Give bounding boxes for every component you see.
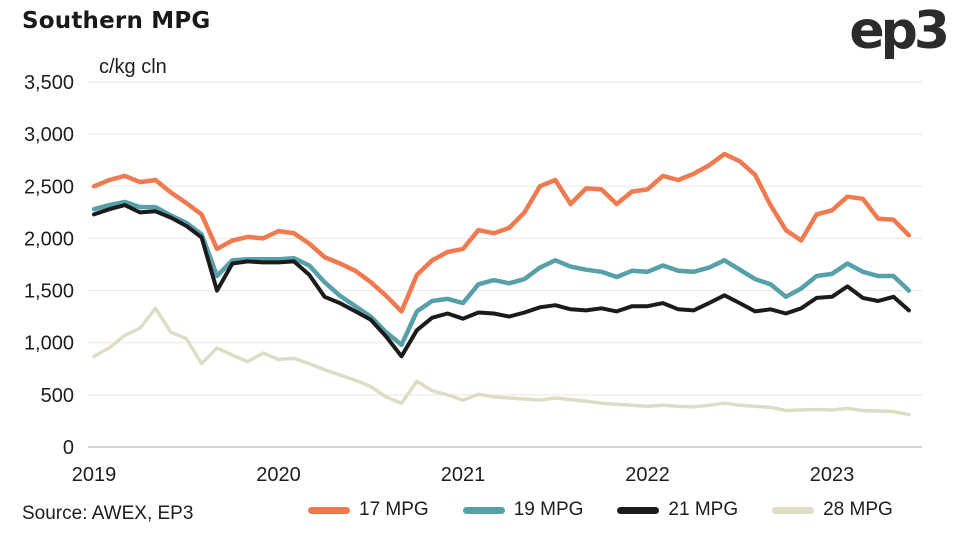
chart-legend: 17 MPG 19 MPG 21 MPG 28 MPG (308, 499, 893, 521)
legend-swatch (617, 506, 660, 514)
chart-footer: Source: AWEX, EP3 17 MPG 19 MPG 21 MPG 28 M… (0, 499, 962, 533)
legend-item-21-mpg: 21 MPG (617, 499, 738, 521)
unit-label: c/kg cln (99, 56, 167, 78)
y-tick-label: 1,500 (24, 281, 74, 303)
legend-item-19-mpg: 19 MPG (462, 499, 584, 521)
series-line-17-mpg (91, 151, 912, 314)
mpg-price-chart: 0 500 1,000 1,500 2,000 2,500 3,000 3,500 2019 20… (24, 72, 922, 486)
page-title: Southern MPG (22, 8, 211, 34)
legend-swatch (308, 506, 350, 514)
legend-label: 28 MPG (823, 499, 893, 520)
legend-item-28-mpg: 28 MPG (772, 499, 893, 521)
y-tick-label: 2,000 (24, 228, 74, 250)
legend-item-17-mpg: 17 MPG (308, 499, 429, 521)
legend-label: 19 MPG (513, 499, 584, 520)
legend-label: 21 MPG (668, 499, 739, 520)
x-tick-label: 2023 (810, 464, 855, 486)
series-line-28-mpg (92, 306, 911, 417)
y-tick-label: 3,500 (24, 72, 74, 94)
x-tick-label: 2021 (441, 464, 486, 486)
legend-label: 17 MPG (359, 499, 429, 520)
series-line-19-mpg (91, 199, 912, 348)
y-tick-label: 3,000 (24, 124, 74, 146)
x-tick-label: 2020 (256, 464, 301, 486)
y-tick-label: 500 (41, 385, 74, 407)
y-tick-label: 2,500 (24, 176, 74, 198)
source-note: Source: AWEX, EP3 (22, 503, 194, 524)
legend-swatch (462, 506, 505, 514)
x-tick-label: 2019 (72, 464, 117, 486)
y-tick-label: 1,000 (24, 333, 74, 355)
ep3-logo: ep3 (849, 1, 950, 61)
legend-swatch (772, 506, 815, 514)
x-tick-label: 2022 (625, 464, 670, 486)
series-line-21-mpg (92, 203, 911, 359)
y-tick-label: 0 (63, 437, 74, 459)
